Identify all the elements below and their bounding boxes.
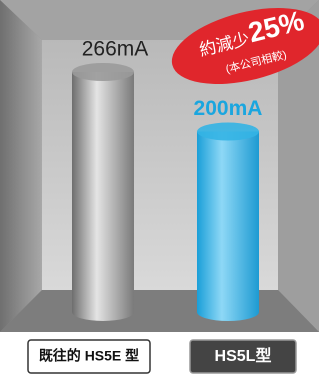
chart: 266mA200mA 約減少 25% (本公司相較) 既往的 HS5E 型HS5… [0, 0, 319, 379]
cylinder [197, 132, 259, 321]
value-label: 200mA [194, 97, 263, 120]
category-label: HS5L型 [215, 347, 272, 365]
cylinder-top [72, 63, 134, 81]
category-label: 既往的 HS5E 型 [39, 348, 139, 364]
value-label: 266mA [82, 38, 149, 61]
cylinder-top [197, 123, 259, 141]
cylinder [72, 72, 134, 321]
